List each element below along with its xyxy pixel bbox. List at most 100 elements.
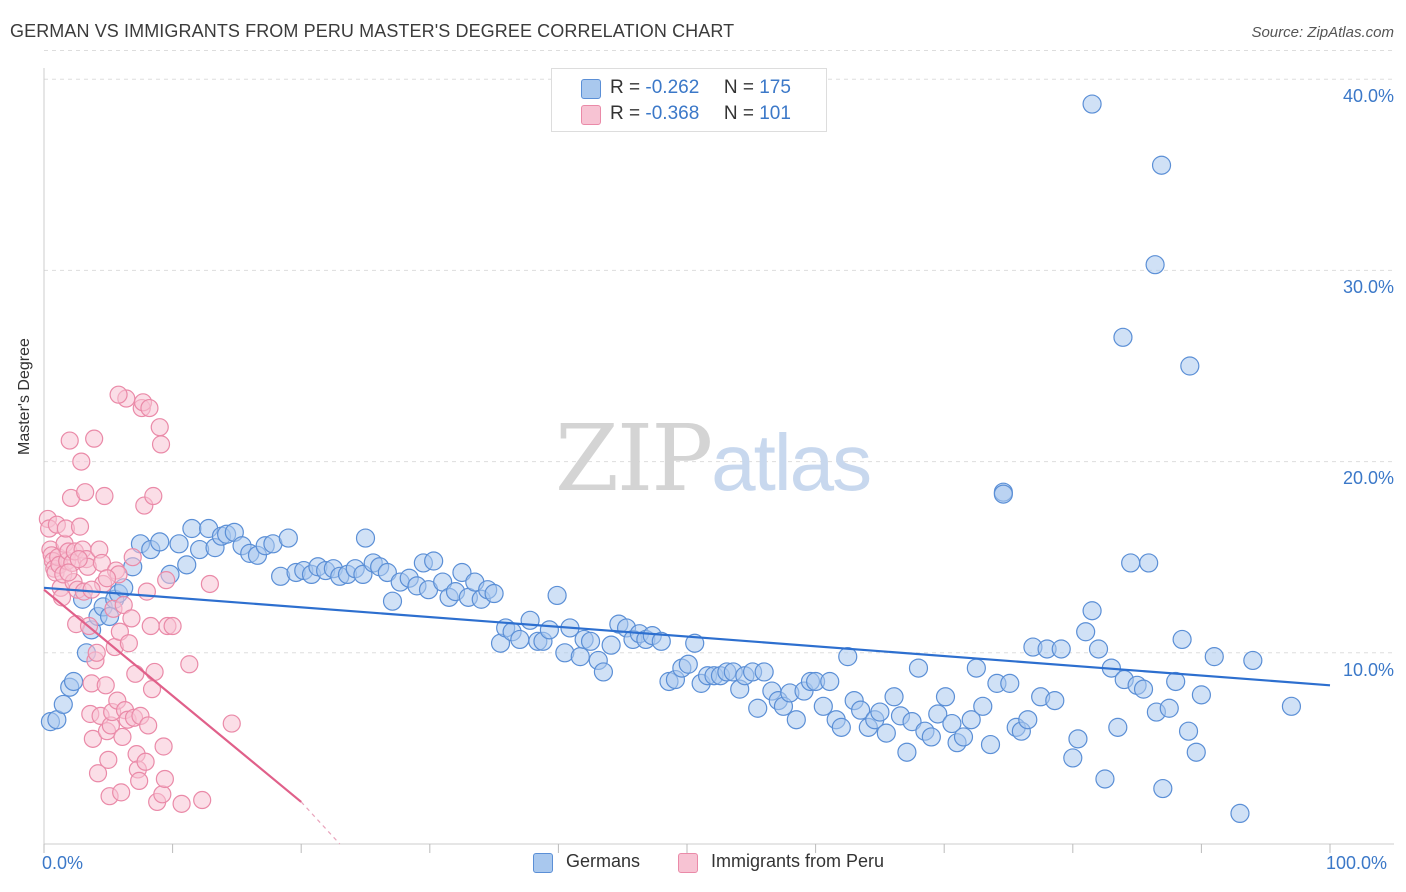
legend-swatch-peru bbox=[581, 105, 601, 125]
german-point bbox=[1063, 748, 1083, 768]
legend-swatch-germans bbox=[581, 79, 601, 99]
german-point bbox=[1113, 327, 1133, 347]
german-point bbox=[547, 585, 567, 606]
peru-trend-line bbox=[43, 588, 302, 803]
peru-point bbox=[139, 716, 158, 735]
peru-point bbox=[222, 714, 241, 733]
german-point bbox=[1121, 553, 1141, 573]
german-point bbox=[838, 647, 858, 667]
german-point bbox=[1153, 778, 1173, 799]
german-point bbox=[177, 555, 197, 575]
peru-point bbox=[163, 616, 182, 636]
peru-point bbox=[155, 769, 174, 789]
german-point bbox=[935, 687, 956, 707]
german-point bbox=[1045, 690, 1065, 711]
german-point bbox=[748, 698, 768, 718]
peru-point bbox=[140, 398, 159, 418]
german-point bbox=[169, 534, 189, 554]
peru-point bbox=[157, 571, 176, 590]
peru-point bbox=[96, 676, 115, 695]
german-point bbox=[1166, 671, 1186, 692]
peru-point bbox=[193, 790, 212, 810]
german-point bbox=[1108, 717, 1128, 737]
german-point bbox=[831, 717, 851, 737]
german-point bbox=[1018, 710, 1038, 730]
german-point bbox=[484, 583, 504, 604]
german-point bbox=[754, 662, 774, 682]
german-point bbox=[980, 734, 1001, 755]
german-point bbox=[182, 518, 202, 539]
german-point bbox=[1088, 639, 1109, 659]
peru-point bbox=[137, 582, 156, 601]
german-point bbox=[1243, 650, 1263, 671]
german-point bbox=[424, 551, 444, 571]
german-point bbox=[1151, 155, 1172, 175]
peru-point bbox=[109, 385, 128, 404]
peru-point bbox=[69, 550, 88, 569]
german-point bbox=[53, 694, 73, 715]
german-point bbox=[884, 687, 904, 707]
peru-point bbox=[144, 486, 163, 506]
german-point bbox=[1191, 685, 1212, 705]
peru-point bbox=[95, 486, 114, 506]
peru-point bbox=[72, 452, 91, 471]
legend-r-label: R = bbox=[610, 103, 641, 124]
peru-point bbox=[99, 750, 118, 769]
german-point bbox=[973, 696, 993, 716]
peru-point bbox=[153, 785, 172, 804]
peru-point bbox=[126, 664, 145, 683]
peru-trend-extension bbox=[300, 801, 341, 845]
german-point bbox=[678, 654, 698, 674]
peru-point bbox=[130, 771, 149, 791]
german-point bbox=[870, 702, 890, 722]
german-point bbox=[539, 620, 559, 640]
german-point bbox=[601, 635, 621, 655]
legend-n-label: N = bbox=[723, 103, 754, 124]
german-point bbox=[897, 742, 917, 762]
german-point bbox=[1178, 721, 1199, 741]
peru-point bbox=[119, 634, 138, 653]
data-points bbox=[38, 94, 1302, 824]
german-point bbox=[1159, 698, 1179, 718]
german-point bbox=[570, 647, 590, 667]
german-point bbox=[928, 704, 948, 724]
peru-point bbox=[83, 729, 102, 748]
watermark-zip: ZIP bbox=[555, 405, 713, 512]
german-point bbox=[685, 633, 705, 653]
german-point bbox=[902, 712, 922, 732]
legend-n-label: N = bbox=[723, 77, 754, 98]
y-axis-label: Master's Degree bbox=[16, 338, 33, 455]
german-point bbox=[1082, 94, 1102, 114]
german-point bbox=[1095, 769, 1115, 789]
german-point bbox=[1172, 629, 1192, 650]
german-point bbox=[813, 696, 833, 716]
legend-n-value-germans: 175 bbox=[759, 77, 791, 98]
peru-point bbox=[172, 794, 191, 813]
peru-point bbox=[150, 418, 169, 437]
german-point bbox=[580, 631, 601, 651]
german-point bbox=[278, 528, 298, 548]
peru-point bbox=[88, 764, 108, 783]
german-point bbox=[966, 658, 986, 678]
legend-r-value-germans: -0.262 bbox=[645, 77, 700, 98]
german-point bbox=[851, 700, 871, 720]
peru-point bbox=[123, 548, 142, 567]
watermark-atlas: atlas bbox=[711, 418, 872, 507]
german-point bbox=[993, 484, 1013, 504]
german-point bbox=[1082, 601, 1102, 621]
german-point bbox=[921, 727, 941, 747]
watermark: ZIPatlas bbox=[555, 405, 872, 512]
source-credit: Source: ZipAtlas.com bbox=[1251, 24, 1394, 41]
german-point bbox=[820, 671, 840, 692]
german-point bbox=[382, 591, 403, 611]
peru-point bbox=[154, 737, 173, 756]
chart-title: GERMAN VS IMMIGRANTS FROM PERU MASTER'S … bbox=[10, 21, 735, 41]
german-point bbox=[961, 710, 981, 730]
peru-point bbox=[141, 616, 160, 636]
german-point bbox=[377, 562, 397, 583]
correlation-legend: R = -0.262 N = 175 R = -0.368 N = 101 bbox=[551, 68, 827, 132]
peru-point bbox=[114, 595, 133, 615]
legend-r-label: R = bbox=[610, 77, 641, 98]
german-point bbox=[355, 528, 376, 548]
